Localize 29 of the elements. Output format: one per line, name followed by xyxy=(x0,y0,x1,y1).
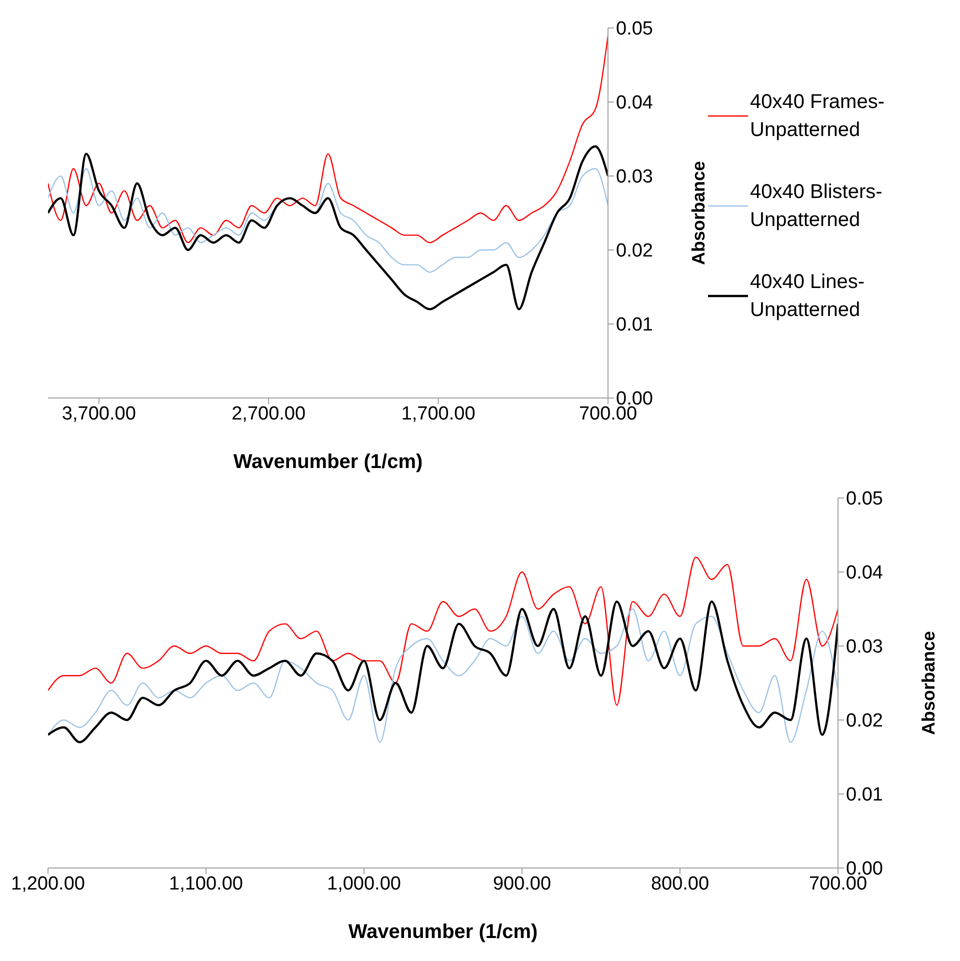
y-axis-title: Absorbance xyxy=(688,160,708,266)
x-tick-label: 1,200.00 xyxy=(11,873,85,894)
x-tick-label: 2,700.00 xyxy=(232,403,306,424)
y-tick-label: 0.04 xyxy=(616,92,654,114)
y-tick-label: 0.03 xyxy=(846,636,883,658)
x-axis-title: Wavenumber (1/cm) xyxy=(233,451,423,473)
y-tick-label: 0.03 xyxy=(616,166,653,188)
y-tick-label: 0.05 xyxy=(846,488,883,510)
x-tick-label: 800.00 xyxy=(650,873,710,894)
y-tick-label: 0.04 xyxy=(846,562,884,584)
x-tick-label: 1,100.00 xyxy=(169,873,243,894)
line-series xyxy=(48,168,608,273)
x-tick-label: 1,000.00 xyxy=(327,873,401,894)
line-series xyxy=(48,34,608,244)
x-tick-label: 900.00 xyxy=(492,873,552,894)
legend-label: 40x40 Lines-Unpatterned xyxy=(750,270,866,323)
x-axis-title: Wavenumber (1/cm) xyxy=(348,921,538,943)
legend-label: 40x40 Blisters-Unpatterned xyxy=(750,180,884,233)
y-tick-label: 0.01 xyxy=(846,784,883,806)
x-tick-label: 1,700.00 xyxy=(401,403,476,424)
y-tick-label: 0.01 xyxy=(616,314,653,336)
y-tick-label: 0.02 xyxy=(846,710,883,732)
y-axis-title: Absorbance xyxy=(918,630,938,736)
line-series xyxy=(48,145,608,310)
line-series xyxy=(48,556,838,706)
x-tick-label: 3,700.00 xyxy=(62,403,136,424)
legend-label: 40x40 Frames-Unpatterned xyxy=(750,90,886,143)
y-tick-label: 0.05 xyxy=(616,18,653,40)
y-tick-label: 0.02 xyxy=(616,240,653,262)
